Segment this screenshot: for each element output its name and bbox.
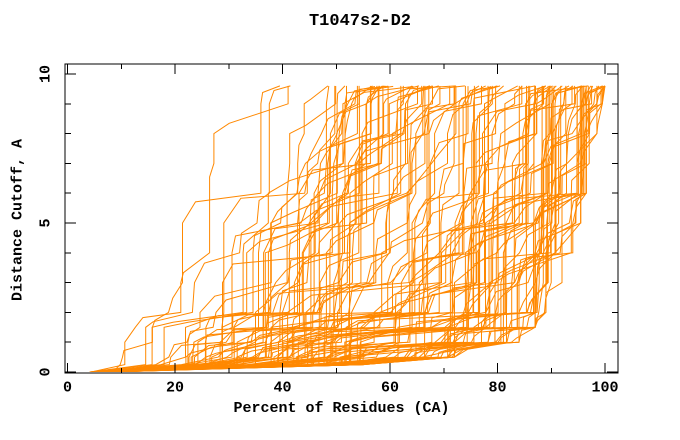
x-tick-label: 0 <box>62 379 73 397</box>
x-tick-label: 60 <box>380 379 400 397</box>
model-curves <box>89 85 606 372</box>
x-tick-label: 100 <box>591 379 619 397</box>
axes-frame <box>64 63 619 374</box>
y-tick-label: 10 <box>37 64 55 84</box>
y-tick-label: 5 <box>37 218 55 228</box>
y-tick-label: 0 <box>37 367 55 377</box>
x-tick-label: 40 <box>273 379 292 397</box>
y-axis-label: Distance Cutoff, A <box>9 138 27 302</box>
x-tick-label: 80 <box>488 379 507 397</box>
x-tick-label: 20 <box>165 379 185 397</box>
x-axis-label: Percent of Residues (CA) <box>233 400 450 417</box>
chart-title: T1047s2-D2 <box>308 12 412 31</box>
